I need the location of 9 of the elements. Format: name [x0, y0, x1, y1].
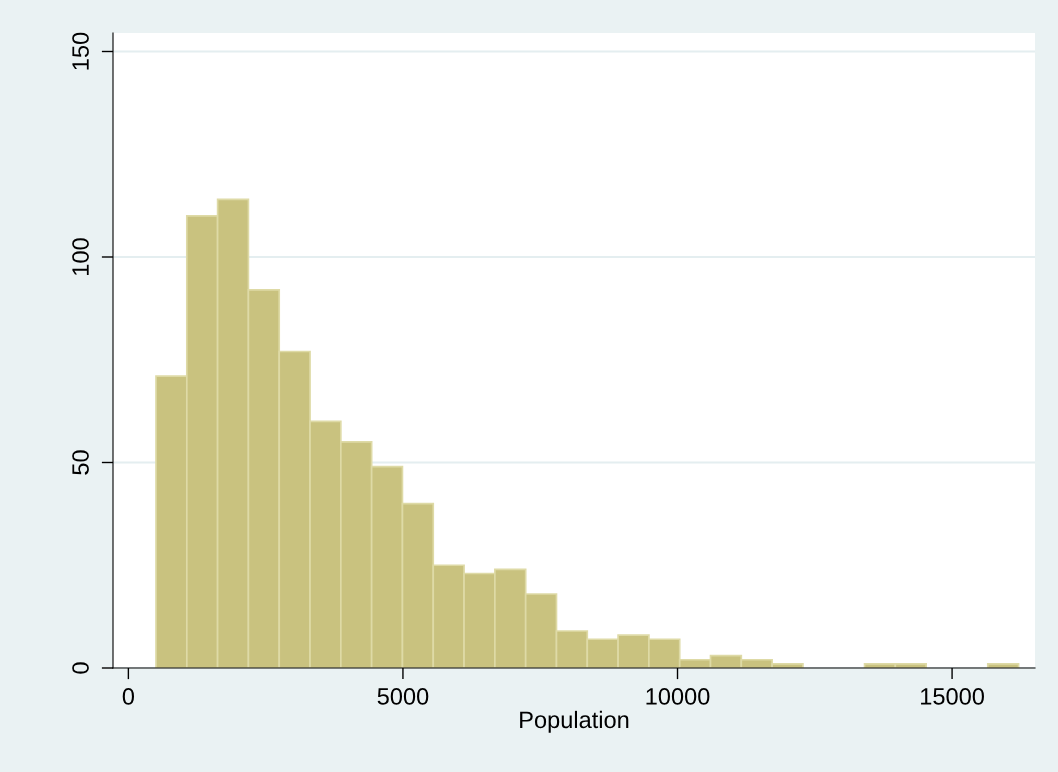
x-axis-title: Population [520, 710, 629, 733]
y-tick-label: 0 [72, 662, 89, 674]
x-tick-label: 5000 [377, 688, 429, 705]
x-tick-label: 15000 [921, 688, 984, 705]
x-tick-label: 0 [122, 688, 135, 705]
y-tick-label: 50 [72, 450, 89, 475]
y-tick-label: 100 [72, 238, 89, 275]
x-tick-label: 10000 [646, 688, 710, 705]
y-tick-label: 150 [72, 32, 89, 70]
